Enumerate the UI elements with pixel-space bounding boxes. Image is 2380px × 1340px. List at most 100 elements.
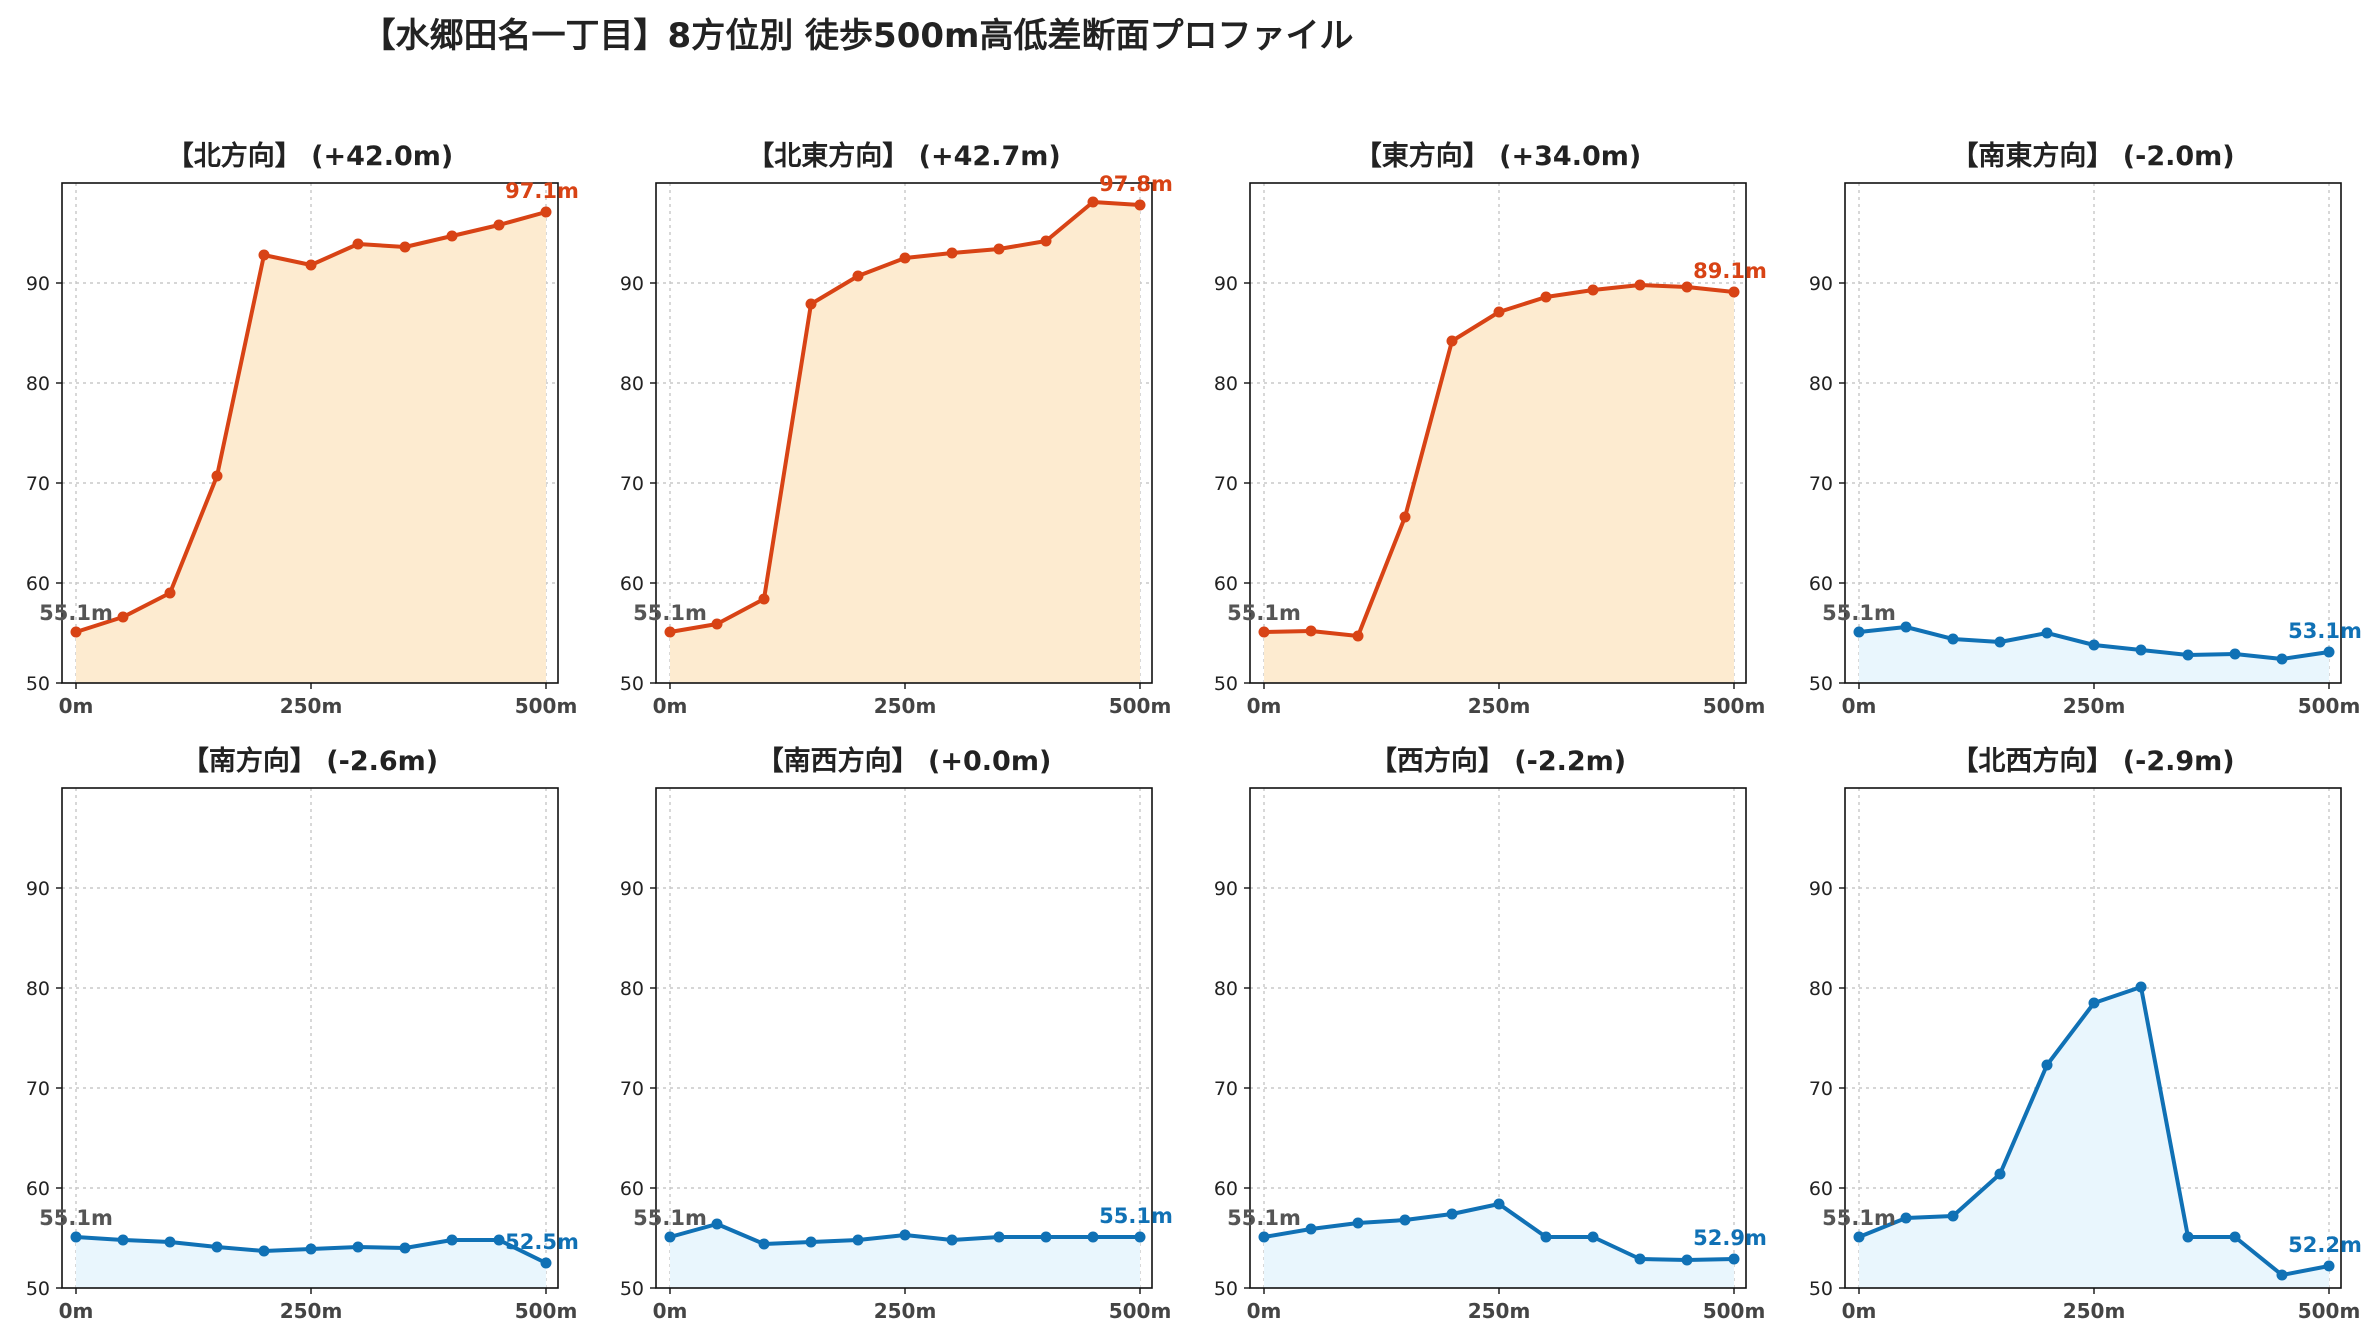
y-tick-label: 50 [1214, 673, 1238, 695]
y-tick-label: 70 [1214, 473, 1238, 495]
y-tick-label: 90 [620, 878, 644, 900]
area-fill [1264, 1204, 1734, 1288]
data-point [258, 249, 270, 261]
data-point [1634, 1253, 1646, 1265]
data-point [1587, 1231, 1599, 1243]
data-point [993, 243, 1005, 255]
y-tick-label: 70 [1214, 1078, 1238, 1100]
area-fill [670, 202, 1140, 683]
x-tick-label: 250m [280, 1299, 343, 1323]
panel-title: 【北方向】 (+42.0m) [167, 140, 453, 172]
data-point [1399, 1214, 1411, 1226]
data-point [2088, 639, 2100, 651]
y-tick-label: 70 [26, 473, 50, 495]
y-tick-label: 90 [1214, 878, 1238, 900]
data-point [540, 1257, 552, 1269]
x-tick-label: 250m [2063, 1299, 2126, 1323]
plot-frame [61, 787, 559, 1289]
y-tick-label: 60 [1214, 573, 1238, 595]
y-tick-label: 70 [620, 1078, 644, 1100]
data-point [211, 470, 223, 482]
plot-frame [61, 182, 559, 684]
x-tick-label: 250m [1468, 694, 1531, 718]
data-point [1258, 1231, 1270, 1243]
data-point [164, 587, 176, 599]
x-tick-label: 0m [1247, 694, 1282, 718]
data-point [899, 252, 911, 264]
end-value-label: 52.2m [2288, 1233, 2362, 1257]
data-point [1087, 196, 1099, 208]
end-value-label: 97.1m [505, 179, 579, 203]
data-point [399, 1242, 411, 1254]
area-fill [1264, 285, 1734, 683]
panel-6: 【西方向】 (-2.2m) 50 60 70 80 90 0m 250m 500m 55.1m 52… [1214, 745, 1767, 1323]
data-point [305, 1243, 317, 1255]
data-point [805, 1236, 817, 1248]
y-tick-label: 90 [26, 878, 50, 900]
data-point [1540, 291, 1552, 303]
data-point [1994, 1168, 2006, 1180]
start-value-label: 55.1m [1227, 601, 1301, 625]
data-point [1540, 1231, 1552, 1243]
data-point [1352, 1217, 1364, 1229]
area-fill [1859, 987, 2329, 1288]
data-point [805, 298, 817, 310]
x-tick-label: 0m [1247, 1299, 1282, 1323]
plot-frame [1844, 787, 2342, 1289]
start-value-label: 55.1m [1822, 1206, 1896, 1230]
data-point [1853, 1231, 1865, 1243]
data-point [1134, 199, 1146, 211]
data-point [2229, 648, 2241, 660]
data-point [1900, 621, 1912, 633]
x-tick-label: 250m [874, 694, 937, 718]
data-point [2323, 646, 2335, 658]
x-tick-label: 500m [1109, 1299, 1172, 1323]
data-point [2135, 981, 2147, 993]
end-value-label: 52.9m [1693, 1226, 1767, 1250]
data-point [1399, 511, 1411, 523]
data-point [2276, 1269, 2288, 1281]
y-tick-label: 90 [26, 273, 50, 295]
data-point [1446, 335, 1458, 347]
data-point [2323, 1260, 2335, 1272]
y-tick-label: 70 [26, 1078, 50, 1100]
y-tick-label: 80 [1214, 373, 1238, 395]
figure-title: 【水郷田名一丁目】8方位別 徒歩500m高低差断面プロファイル [361, 16, 1354, 56]
panel-title: 【北西方向】 (-2.9m) [1951, 745, 2234, 777]
x-tick-label: 0m [653, 694, 688, 718]
end-value-label: 89.1m [1693, 259, 1767, 283]
y-tick-label: 60 [1809, 573, 1833, 595]
panel-title: 【南西方向】 (+0.0m) [757, 745, 1052, 777]
data-point [117, 611, 129, 623]
panel-title: 【南方向】 (-2.6m) [182, 745, 438, 777]
data-point [399, 241, 411, 253]
data-point [993, 1231, 1005, 1243]
y-tick-label: 50 [26, 1278, 50, 1300]
y-tick-label: 50 [26, 673, 50, 695]
data-point [493, 1234, 505, 1246]
end-value-label: 53.1m [2288, 619, 2362, 643]
panel-5: 【南西方向】 (+0.0m) 50 60 70 80 90 0m 250m 500m 55.1m 5… [620, 745, 1173, 1323]
y-tick-label: 60 [1214, 1178, 1238, 1200]
area-fill [76, 212, 546, 683]
y-tick-label: 60 [620, 1178, 644, 1200]
y-tick-label: 50 [1809, 1278, 1833, 1300]
start-value-label: 55.1m [1227, 1206, 1301, 1230]
start-value-label: 55.1m [633, 1206, 707, 1230]
panel-3: 【南東方向】 (-2.0m) 50 60 70 80 90 0m 250m 500m 55.1m 5… [1809, 140, 2362, 718]
y-tick-label: 50 [1809, 673, 1833, 695]
plot-frame [655, 182, 1153, 684]
y-tick-label: 60 [26, 573, 50, 595]
x-tick-label: 500m [515, 694, 578, 718]
y-tick-label: 70 [1809, 473, 1833, 495]
x-tick-label: 0m [59, 1299, 94, 1323]
panel-title: 【西方向】 (-2.2m) [1370, 745, 1626, 777]
panel-title: 【東方向】 (+34.0m) [1355, 140, 1641, 172]
data-point [1947, 1210, 1959, 1222]
y-tick-label: 70 [620, 473, 644, 495]
y-tick-label: 80 [26, 373, 50, 395]
data-point [2229, 1231, 2241, 1243]
data-point [446, 1234, 458, 1246]
area-fill [670, 1224, 1140, 1288]
